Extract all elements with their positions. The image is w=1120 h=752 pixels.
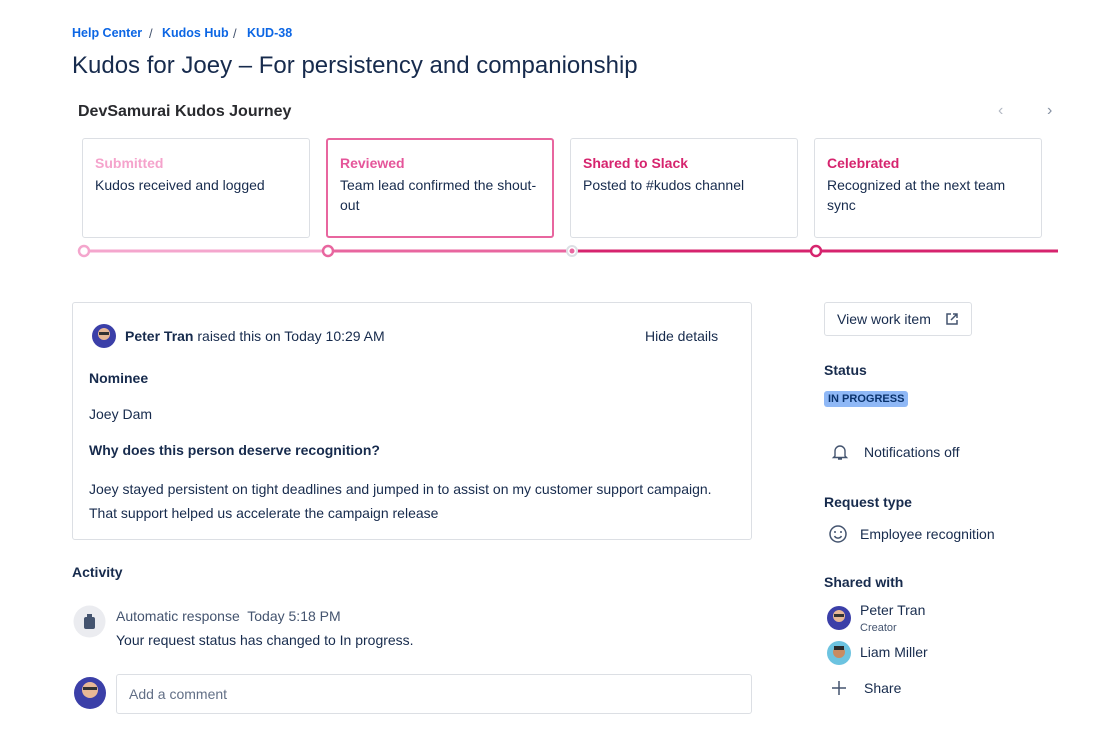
avatar	[827, 641, 851, 665]
field-value: Joey Dam	[89, 406, 153, 422]
raised-text: raised this on Today 10:29 AM	[197, 328, 385, 344]
step-card[interactable]: Submitted Kudos received and logged	[82, 138, 310, 238]
breadcrumb[interactable]: KUD-38	[247, 26, 293, 40]
view-work-item-button[interactable]: View work item	[824, 302, 972, 336]
request-type-label: Request type	[824, 494, 912, 510]
shared-with-label: Shared with	[824, 574, 904, 590]
step-description: Recognized at the next team sync	[827, 177, 1006, 213]
timeline-dot-center	[569, 248, 575, 254]
activity-author: Automatic response	[116, 608, 240, 624]
journey-title: DevSamurai Kudos Journey	[78, 103, 292, 120]
breadcrumb[interactable]: Kudos Hub	[162, 26, 229, 40]
button-label: View work item	[837, 311, 931, 327]
field-value: Joey stayed persistent on tight deadline…	[89, 481, 712, 521]
page-title: Kudos for Joey – For persistency and com…	[72, 52, 638, 79]
activity-time: Today 5:18 PM	[247, 608, 341, 624]
person-name: Peter Tran	[860, 602, 926, 618]
timeline-dot	[809, 244, 823, 258]
request-type: Employee recognition	[860, 526, 995, 542]
timeline-dot	[77, 244, 91, 258]
bot-avatar	[73, 605, 106, 638]
avatar	[92, 324, 116, 348]
breadcrumb-separator: /	[233, 26, 237, 41]
prev-button[interactable]: ‹	[998, 102, 1004, 119]
step-description: Posted to #kudos channel	[583, 177, 745, 193]
bell-icon	[831, 445, 849, 460]
step-card[interactable]: Shared to Slack Posted to #kudos channel	[570, 138, 798, 238]
step-label: Reviewed	[340, 155, 405, 171]
step-card[interactable]: Reviewed Team lead confirmed the shout-ou…	[326, 138, 554, 238]
status-lozenge[interactable]: IN PROGRESS	[824, 391, 909, 407]
plus-icon	[832, 681, 846, 695]
step-label: Submitted	[95, 155, 164, 171]
external-link-icon	[946, 313, 958, 325]
request-details: Peter Tran raised this on Today 10:29 AM…	[72, 302, 752, 540]
field-label: Why does this person deserve recognition…	[89, 442, 380, 458]
comment-input[interactable]: Add a comment	[116, 674, 752, 714]
field-label: Nominee	[89, 370, 149, 386]
status-label: Status	[824, 362, 867, 378]
person-name: Liam Miller	[860, 644, 928, 660]
share-button[interactable]: Share	[864, 680, 902, 696]
timeline	[77, 244, 1058, 258]
timeline-dot	[321, 244, 335, 258]
step-description: Team lead confirmed the shout-out	[340, 177, 537, 213]
hide-details[interactable]: Hide details	[645, 328, 719, 344]
activity-title: Activity	[72, 564, 123, 580]
author[interactable]: Peter Tran	[125, 328, 194, 344]
smile-icon	[829, 525, 847, 543]
activity-message: Your request status has changed to In pr…	[116, 632, 414, 648]
step-label: Shared to Slack	[583, 155, 689, 171]
avatar	[74, 677, 106, 709]
person-role: Creator	[860, 622, 897, 634]
breadcrumb-separator: /	[149, 26, 153, 41]
breadcrumb[interactable]: Help Center	[72, 26, 143, 40]
notifications[interactable]: Notifications off	[864, 444, 960, 460]
step-card[interactable]: Celebrated Recognized at the next team sy…	[814, 138, 1042, 238]
next-button[interactable]: ›	[1047, 102, 1053, 119]
step-description: Kudos received and logged	[95, 177, 265, 193]
step-label: Celebrated	[827, 155, 900, 171]
avatar	[827, 606, 851, 630]
